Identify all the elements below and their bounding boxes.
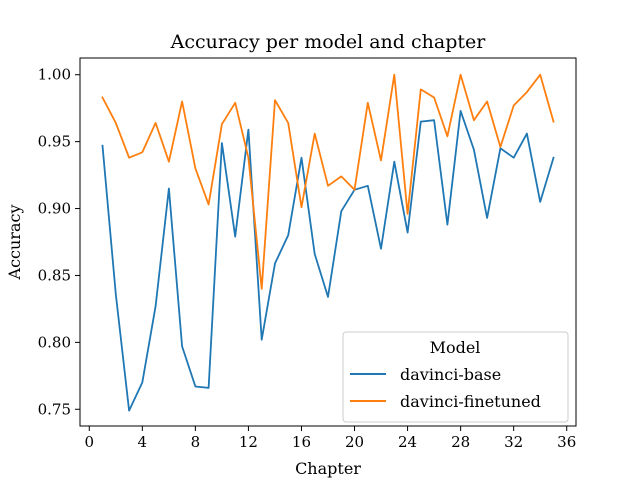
x-axis: 0 4 8 12 16 20 24 28 32 36 [85,426,576,451]
legend-title: Model [430,338,481,357]
legend-frame [342,331,569,423]
series-line-davinci-finetuned [101,73,555,290]
y-tick-label: 0.85 [38,266,71,284]
y-axis-label: Accuracy [5,205,24,281]
y-tick-label: 1.00 [38,66,71,84]
x-tick-label: 16 [292,433,311,451]
chart-title: Accuracy per model and chapter [170,31,487,53]
legend: Model davinci-base davinci-finetuned [342,331,569,423]
y-tick-label: 0.95 [38,133,71,151]
x-tick-label: 28 [451,433,470,451]
x-tick-label: 0 [85,433,95,451]
y-tick-label: 0.80 [38,333,71,351]
y-tick-label: 0.75 [38,400,71,418]
y-axis: 0.75 0.80 0.85 0.90 0.95 1.00 [38,66,80,418]
legend-label-davinci-base: davinci-base [400,365,501,384]
x-tick-label: 4 [138,433,148,451]
y-tick-label: 0.90 [38,200,71,218]
legend-label-davinci-finetuned: davinci-finetuned [400,392,541,411]
x-tick-label: 8 [191,433,201,451]
x-tick-label: 36 [557,433,576,451]
series-line-davinci-base [101,110,555,412]
x-tick-label: 12 [239,433,258,451]
x-tick-label: 32 [504,433,523,451]
x-tick-label: 24 [398,433,417,451]
x-tick-label: 20 [345,433,364,451]
series-layer [101,73,555,412]
axes-frame [79,57,577,427]
x-axis-label: Chapter [295,459,361,478]
